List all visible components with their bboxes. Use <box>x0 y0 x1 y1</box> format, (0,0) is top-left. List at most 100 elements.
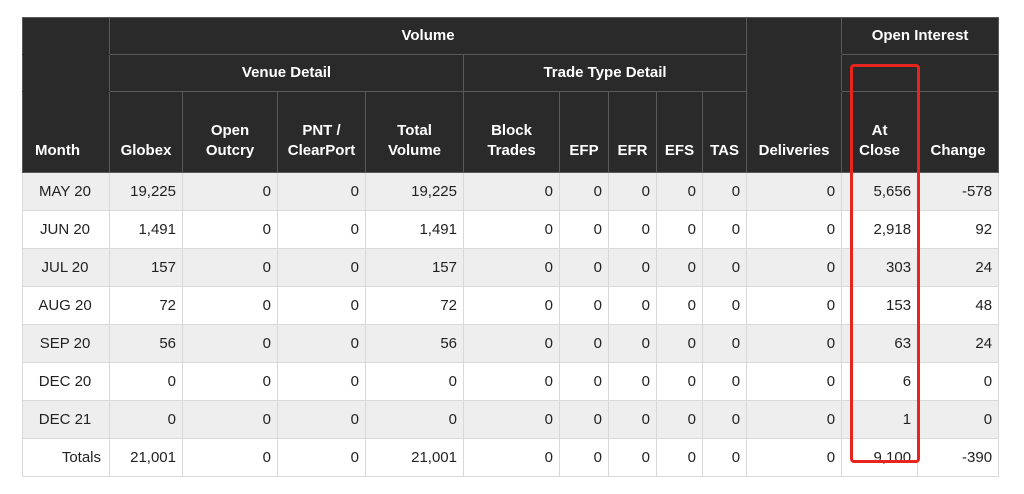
cell-month: JUL 20 <box>22 248 110 287</box>
table-row: DEC 20 0 0 0 0 0 0 0 0 0 0 6 0 <box>22 362 1000 401</box>
cell-block-trades: 0 <box>463 286 560 325</box>
cell-efs: 0 <box>656 248 703 287</box>
cell-tas: 0 <box>701 210 748 249</box>
cell-efs: 0 <box>656 172 703 211</box>
cell-tas: 0 <box>701 438 748 477</box>
column-header-total-volume[interactable]: Total Volume <box>365 91 464 173</box>
cell-pnt-clearport: 0 <box>277 438 366 477</box>
column-header-month[interactable]: Month <box>22 91 110 173</box>
cell-deliveries: 0 <box>746 248 843 287</box>
cell-efp: 0 <box>559 172 609 211</box>
cell-deliveries: 0 <box>746 438 843 477</box>
cell-globex: 0 <box>109 362 183 401</box>
header-blank-2 <box>746 54 843 92</box>
cell-globex: 19,225 <box>109 172 183 211</box>
cell-deliveries: 0 <box>746 210 843 249</box>
cell-globex: 1,491 <box>109 210 183 249</box>
cell-at-close: 9,100 <box>841 438 919 477</box>
cell-block-trades: 0 <box>463 172 560 211</box>
cell-efp: 0 <box>559 362 609 401</box>
cell-at-close: 63 <box>841 324 919 363</box>
cell-total-volume: 0 <box>365 362 464 401</box>
header-open-interest: Open Interest <box>841 17 1000 55</box>
cell-globex: 0 <box>109 400 183 439</box>
table-row: DEC 21 0 0 0 0 0 0 0 0 0 0 1 0 <box>22 400 1000 439</box>
cell-globex: 72 <box>109 286 183 325</box>
cell-month: AUG 20 <box>22 286 110 325</box>
column-header-pnt-clearport[interactable]: PNT / ClearPort <box>277 91 366 173</box>
cell-tas: 0 <box>701 286 748 325</box>
cell-globex: 56 <box>109 324 183 363</box>
cell-efr: 0 <box>608 172 657 211</box>
cell-pnt-clearport: 0 <box>277 286 366 325</box>
table-row: SEP 20 56 0 0 56 0 0 0 0 0 0 63 24 <box>22 324 1000 363</box>
cell-change: -390 <box>917 438 1000 477</box>
cell-at-close: 1 <box>841 400 919 439</box>
cell-change: 0 <box>917 362 1000 401</box>
cell-globex: 21,001 <box>109 438 183 477</box>
cell-change: 24 <box>917 248 1000 287</box>
cell-at-close: 5,656 <box>841 172 919 211</box>
column-header-efp[interactable]: EFP <box>559 91 609 173</box>
cell-pnt-clearport: 0 <box>277 248 366 287</box>
cell-deliveries: 0 <box>746 400 843 439</box>
cell-efs: 0 <box>656 324 703 363</box>
cell-efp: 0 <box>559 324 609 363</box>
cell-total-volume: 1,491 <box>365 210 464 249</box>
cell-efr: 0 <box>608 400 657 439</box>
table-row: AUG 20 72 0 0 72 0 0 0 0 0 0 153 48 <box>22 286 1000 325</box>
cell-open-outcry: 0 <box>182 438 278 477</box>
cell-efr: 0 <box>608 248 657 287</box>
cell-change: 24 <box>917 324 1000 363</box>
cell-efr: 0 <box>608 438 657 477</box>
column-header-efs[interactable]: EFS <box>656 91 703 173</box>
column-header-change[interactable]: Change <box>917 91 1000 173</box>
cell-total-volume: 19,225 <box>365 172 464 211</box>
cell-efp: 0 <box>559 438 609 477</box>
cell-efr: 0 <box>608 362 657 401</box>
cell-open-outcry: 0 <box>182 400 278 439</box>
header-corner-2 <box>22 54 110 92</box>
cell-efr: 0 <box>608 286 657 325</box>
cell-month: DEC 20 <box>22 362 110 401</box>
column-header-globex[interactable]: Globex <box>109 91 183 173</box>
cell-tas: 0 <box>701 400 748 439</box>
cell-open-outcry: 0 <box>182 248 278 287</box>
column-header-deliveries[interactable]: Deliveries <box>746 91 843 173</box>
cell-deliveries: 0 <box>746 324 843 363</box>
table-row: JUL 20 157 0 0 157 0 0 0 0 0 0 303 24 <box>22 248 1000 287</box>
cell-month: SEP 20 <box>22 324 110 363</box>
cell-total-volume: 72 <box>365 286 464 325</box>
cell-deliveries: 0 <box>746 362 843 401</box>
cell-open-outcry: 0 <box>182 324 278 363</box>
cell-efs: 0 <box>656 438 703 477</box>
cell-block-trades: 0 <box>463 438 560 477</box>
volume-table-container: Volume Open Interest Venue Detail Trade … <box>22 17 1000 477</box>
table-row: JUN 20 1,491 0 0 1,491 0 0 0 0 0 0 2,918… <box>22 210 1000 249</box>
cell-pnt-clearport: 0 <box>277 210 366 249</box>
column-header-efr[interactable]: EFR <box>608 91 657 173</box>
totals-row: Totals 21,001 0 0 21,001 0 0 0 0 0 0 9,1… <box>22 438 1000 477</box>
column-header-block-trades[interactable]: Block Trades <box>463 91 560 173</box>
cell-efs: 0 <box>656 400 703 439</box>
cell-change: 0 <box>917 400 1000 439</box>
cell-block-trades: 0 <box>463 400 560 439</box>
cell-total-volume: 0 <box>365 400 464 439</box>
cell-efp: 0 <box>559 286 609 325</box>
cell-at-close: 153 <box>841 286 919 325</box>
column-header-open-outcry[interactable]: Open Outcry <box>182 91 278 173</box>
cell-open-outcry: 0 <box>182 172 278 211</box>
column-header-tas[interactable]: TAS <box>701 91 748 173</box>
cell-efp: 0 <box>559 248 609 287</box>
header-trade-type-detail: Trade Type Detail <box>462 54 748 92</box>
header-corner <box>22 17 110 55</box>
cell-total-volume: 157 <box>365 248 464 287</box>
cell-deliveries: 0 <box>746 172 843 211</box>
cell-block-trades: 0 <box>463 324 560 363</box>
cell-total-volume: 21,001 <box>365 438 464 477</box>
cell-change: 92 <box>917 210 1000 249</box>
header-blank <box>746 17 843 55</box>
cell-efr: 0 <box>608 324 657 363</box>
cell-deliveries: 0 <box>746 286 843 325</box>
column-header-at-close[interactable]: At Close <box>841 91 919 173</box>
